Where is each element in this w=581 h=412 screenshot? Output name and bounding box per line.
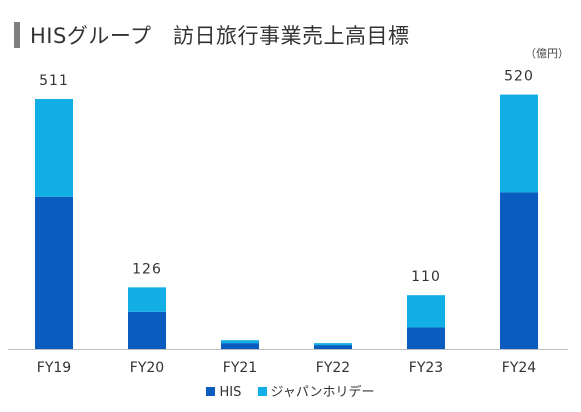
bar-his-fy24 [500,192,538,349]
unit-label: （億円） [525,47,569,60]
bar-his-fy21 [221,343,259,349]
bar-japan-holiday-fy23 [407,295,445,328]
x-tick-label-fy22: FY22 [316,360,350,376]
title-accent-bar [14,22,20,48]
bar-his-fy19 [35,196,73,349]
total-label-fy20: 126 [132,261,162,277]
x-tick-label-fy20: FY20 [130,360,164,376]
bar-japan-holiday-fy19 [35,98,73,197]
legend-label-his: HIS [219,385,242,400]
legend-item-his: HIS [206,385,241,400]
bar-japan-holiday-fy20 [128,287,166,312]
legend-label-japan-holiday: ジャパンホリデー [270,385,375,400]
x-tick-label-fy21: FY21 [223,360,257,376]
total-label-fy19: 511 [39,73,69,89]
bar-his-fy20 [128,311,166,349]
bar-japan-holiday-fy21 [221,340,259,344]
chart-title: HISグループ 訪日旅行事業売上高目標 [30,24,410,48]
chart-legend: HIS ジャパンホリデー [0,381,581,400]
bar-his-fy22 [314,345,352,349]
x-tick-label-fy24: FY24 [502,360,537,376]
total-label-fy24: 520 [504,69,534,85]
bar-japan-holiday-fy24 [500,94,538,193]
bar-his-fy23 [407,327,445,349]
bar-japan-holiday-fy22 [314,343,352,346]
x-tick-label-fy19: FY19 [37,360,71,376]
legend-item-japan-holiday: ジャパンホリデー [257,381,375,400]
legend-swatch-japan-holiday [257,387,267,396]
x-tick-label-fy23: FY23 [409,360,443,376]
total-label-fy23: 110 [411,269,441,285]
legend-swatch-his [206,387,216,396]
